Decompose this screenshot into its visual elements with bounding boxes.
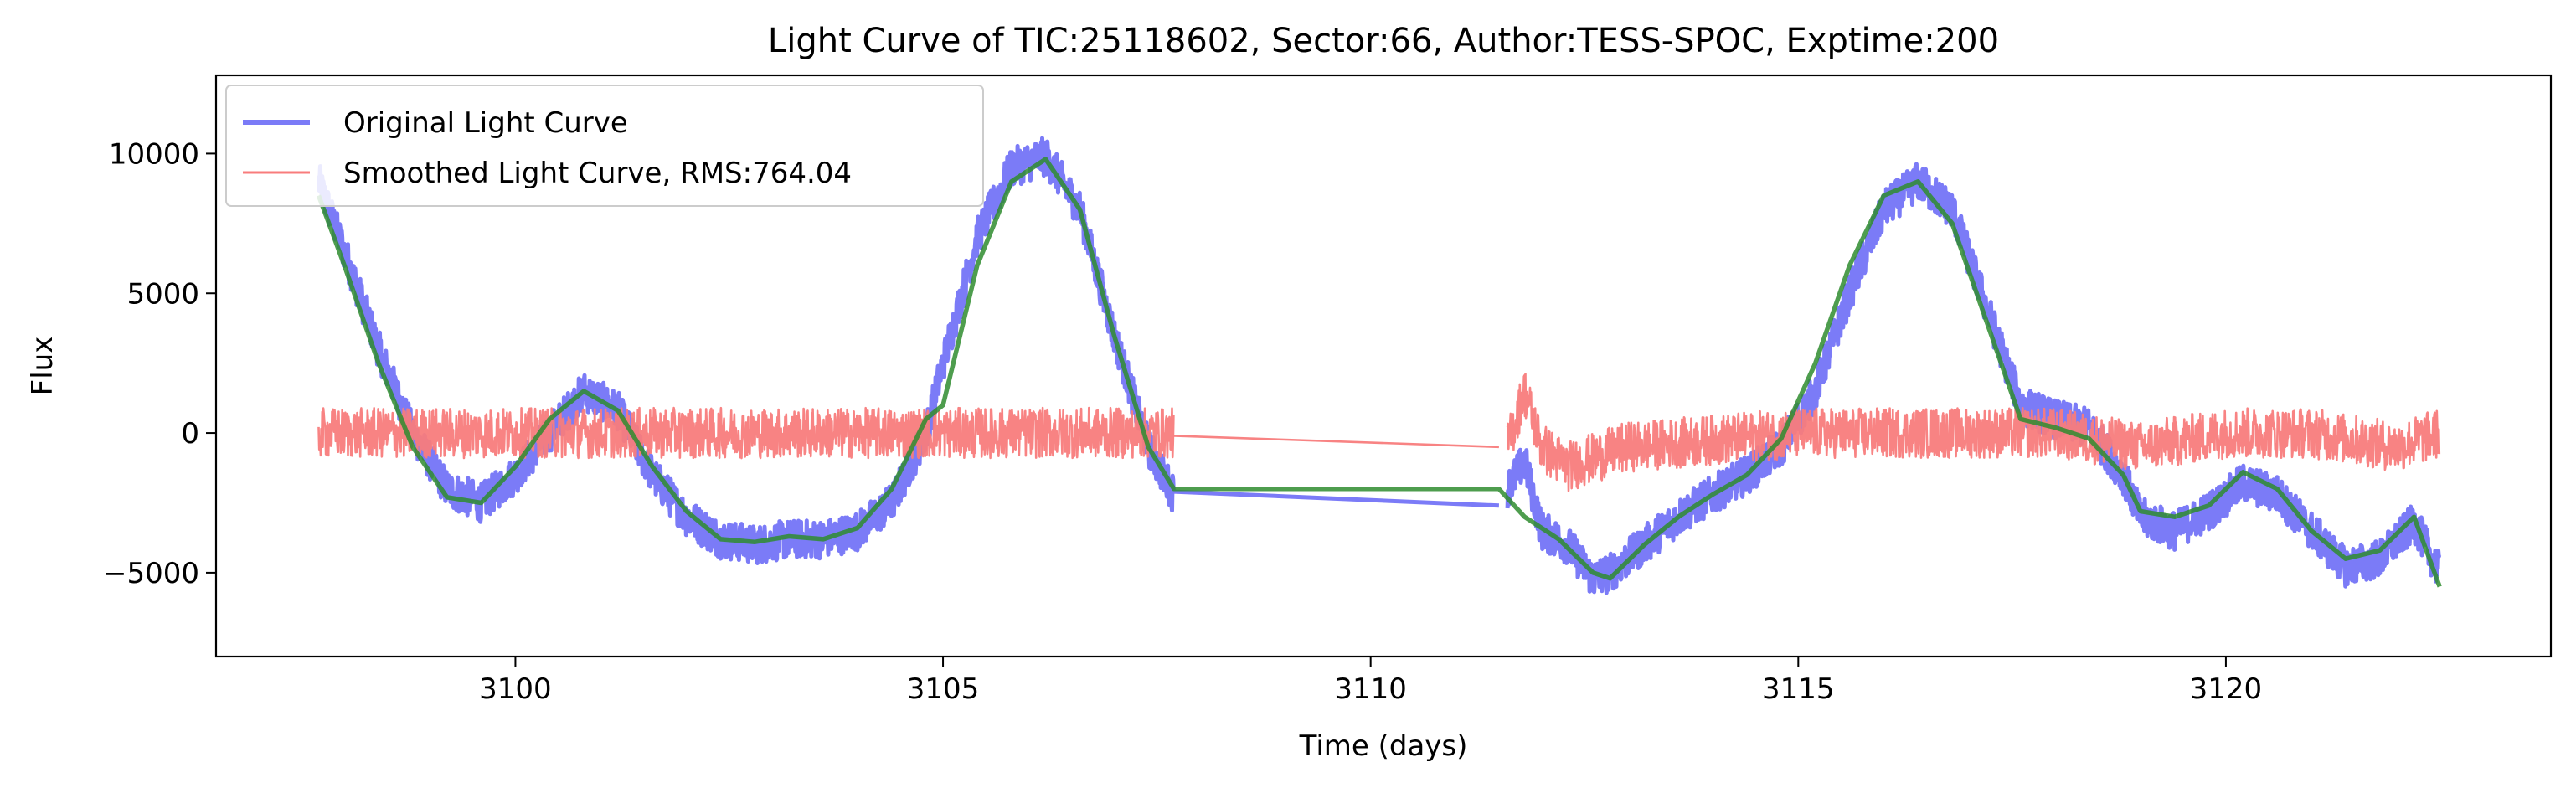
y-tick-label: 10000 bbox=[109, 137, 199, 171]
legend-box bbox=[225, 85, 984, 207]
series-layer bbox=[316, 136, 2442, 595]
series-1 bbox=[317, 373, 2441, 492]
legend-label-smoothed: Smoothed Light Curve, RMS:764.04 bbox=[343, 157, 852, 190]
series-1-line-1 bbox=[1173, 435, 1499, 449]
x-tick-label: 3110 bbox=[1334, 672, 1407, 706]
series-2-line-0 bbox=[316, 157, 2442, 588]
series-1-line-0 bbox=[317, 406, 1175, 460]
y-tick-label: 0 bbox=[181, 417, 199, 451]
y-axis: −5000 0 5000 10000 bbox=[103, 137, 216, 590]
y-tick-label: −5000 bbox=[103, 557, 199, 590]
y-axis-label: Flux bbox=[26, 337, 59, 396]
x-tick-label: 3105 bbox=[907, 672, 980, 706]
x-tick-label: 3115 bbox=[1762, 672, 1835, 706]
y-tick-label: 5000 bbox=[126, 277, 199, 311]
series-0-line-2 bbox=[1505, 162, 2442, 595]
x-axis: 3100 3105 3110 3115 3120 bbox=[479, 657, 2262, 706]
plot-frame bbox=[214, 74, 2553, 658]
chart-title: Light Curve of TIC:25118602, Sector:66, … bbox=[768, 22, 1999, 60]
x-tick-label: 3120 bbox=[2190, 672, 2263, 706]
series-1-line-2 bbox=[1506, 373, 2441, 492]
x-axis-label: Time (days) bbox=[1299, 729, 1468, 763]
legend: Original Light Curve Smoothed Light Curv… bbox=[225, 85, 984, 207]
series-0-line-1 bbox=[1173, 489, 1500, 508]
series-2 bbox=[316, 157, 2442, 588]
legend-label-original: Original Light Curve bbox=[343, 106, 628, 140]
x-tick-label: 3100 bbox=[479, 672, 552, 706]
